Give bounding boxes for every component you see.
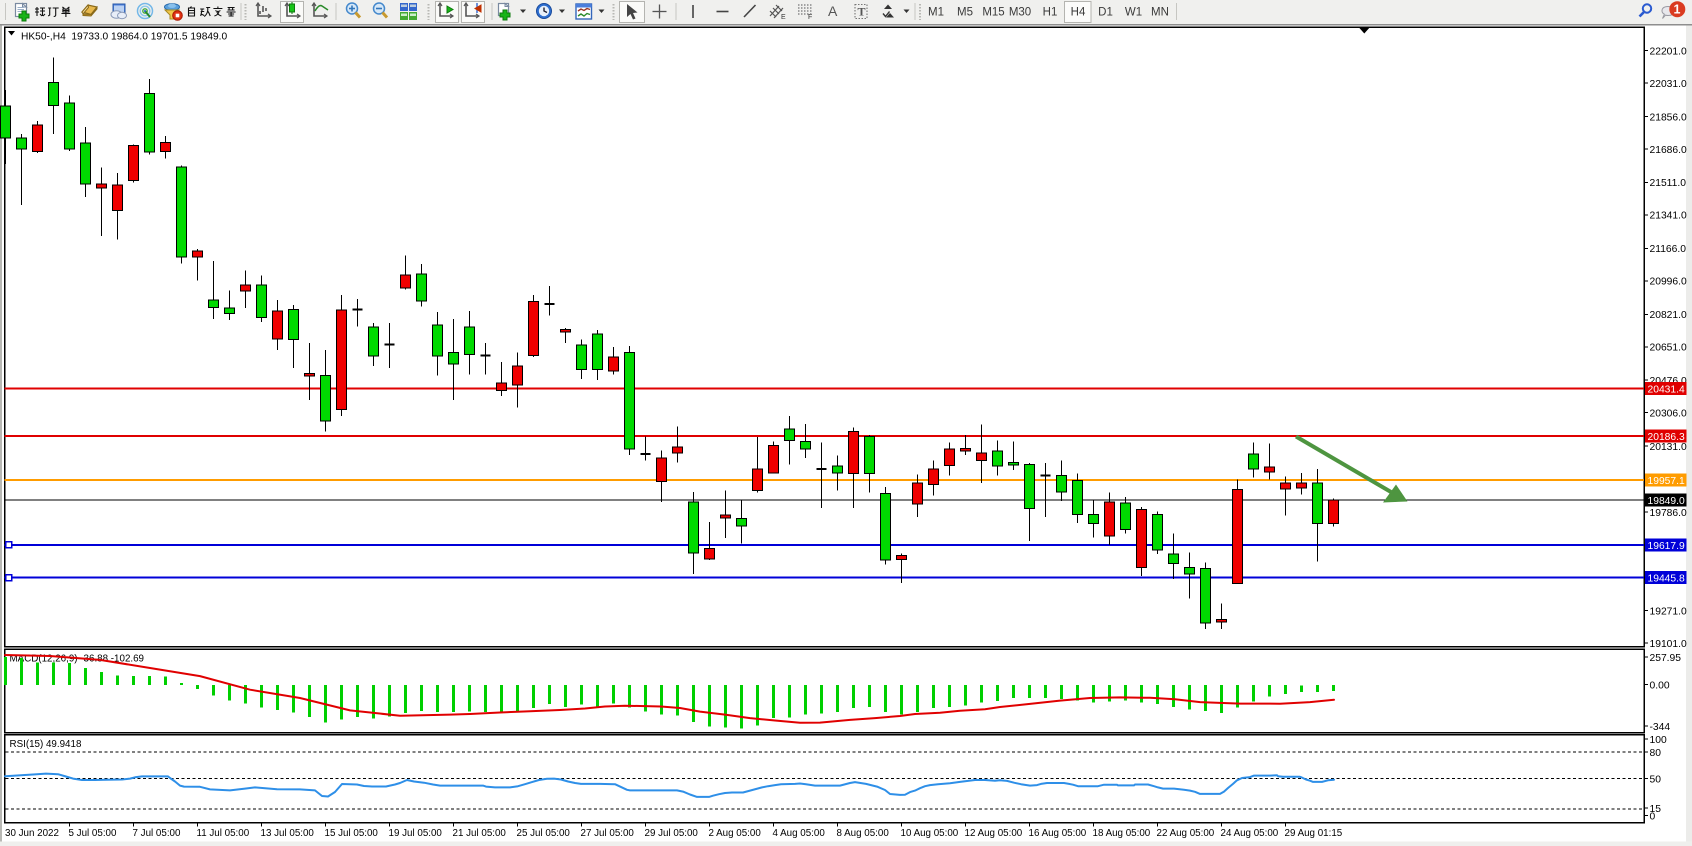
svg-text:100: 100: [1650, 735, 1667, 746]
svg-text:20821.0: 20821.0: [1650, 310, 1687, 321]
svg-text:20186.3: 20186.3: [1648, 432, 1685, 443]
svg-text:D1: D1: [1098, 7, 1113, 19]
svg-text:21686.0: 21686.0: [1650, 145, 1687, 156]
svg-text:19271.0: 19271.0: [1650, 606, 1687, 617]
svg-text:21341.0: 21341.0: [1650, 211, 1687, 222]
svg-text:21166.0: 21166.0: [1650, 244, 1687, 255]
svg-text:11 Jul 05:00: 11 Jul 05:00: [197, 828, 250, 839]
svg-text:12 Aug 05:00: 12 Aug 05:00: [965, 828, 1023, 839]
svg-text:M15: M15: [982, 7, 1004, 19]
svg-text:13 Jul 05:00: 13 Jul 05:00: [261, 828, 315, 839]
svg-text:29 Jul 05:00: 29 Jul 05:00: [645, 828, 699, 839]
svg-text:20996.0: 20996.0: [1650, 277, 1687, 288]
svg-text:21511.0: 21511.0: [1650, 178, 1687, 189]
svg-text:50: 50: [1650, 774, 1662, 785]
svg-text:T: T: [858, 5, 866, 19]
svg-text:20306.0: 20306.0: [1650, 409, 1687, 420]
svg-text:4 Aug 05:00: 4 Aug 05:00: [773, 828, 826, 839]
svg-text:1: 1: [1674, 3, 1681, 17]
svg-text:20651.0: 20651.0: [1650, 343, 1687, 354]
svg-text:25 Jul 05:00: 25 Jul 05:00: [517, 828, 571, 839]
svg-text:10 Aug 05:00: 10 Aug 05:00: [901, 828, 959, 839]
svg-text:M1: M1: [928, 7, 944, 19]
svg-text:0.00: 0.00: [1650, 680, 1670, 691]
svg-text:21 Jul 05:00: 21 Jul 05:00: [453, 828, 507, 839]
svg-text:19957.1: 19957.1: [1648, 476, 1685, 487]
svg-text:20476.0: 20476.0: [1650, 376, 1687, 387]
svg-text:A: A: [828, 3, 838, 19]
svg-text:M5: M5: [957, 7, 973, 19]
svg-text:15 Jul 05:00: 15 Jul 05:00: [325, 828, 379, 839]
svg-text:H4: H4: [1071, 7, 1086, 19]
svg-text:M30: M30: [1009, 7, 1031, 19]
svg-text:19445.8: 19445.8: [1648, 574, 1685, 585]
svg-text:HK50-,H4 19733.0 19864.0 1970: HK50-,H4 19733.0 19864.0 19701.5 19849.0: [21, 32, 228, 43]
svg-text:F: F: [808, 14, 812, 21]
svg-text:29 Aug 01:15: 29 Aug 01:15: [1285, 828, 1343, 839]
svg-text:19101.0: 19101.0: [1650, 639, 1687, 650]
svg-text:18 Aug 05:00: 18 Aug 05:00: [1093, 828, 1151, 839]
svg-text:27 Jul 05:00: 27 Jul 05:00: [581, 828, 635, 839]
svg-text:257.95: 257.95: [1650, 653, 1682, 664]
svg-text:W1: W1: [1125, 7, 1142, 19]
svg-text:MN: MN: [1151, 7, 1169, 19]
svg-text:16 Aug 05:00: 16 Aug 05:00: [1029, 828, 1087, 839]
svg-text:19849.0: 19849.0: [1648, 496, 1685, 507]
svg-text:21856.0: 21856.0: [1650, 112, 1687, 123]
svg-text:8 Aug 05:00: 8 Aug 05:00: [837, 828, 890, 839]
svg-text:20131.0: 20131.0: [1650, 442, 1687, 453]
svg-text:20431.4: 20431.4: [1648, 385, 1685, 396]
svg-text:19 Jul 05:00: 19 Jul 05:00: [389, 828, 443, 839]
svg-text:22 Aug 05:00: 22 Aug 05:00: [1157, 828, 1215, 839]
svg-text:22031.0: 22031.0: [1650, 79, 1687, 90]
svg-text:24 Aug 05:00: 24 Aug 05:00: [1221, 828, 1279, 839]
svg-text:80: 80: [1650, 748, 1662, 759]
svg-text:0: 0: [1650, 811, 1656, 822]
svg-text:19786.0: 19786.0: [1650, 508, 1687, 519]
svg-text:30 Jun 2022: 30 Jun 2022: [5, 828, 59, 839]
svg-text:5 Jul 05:00: 5 Jul 05:00: [69, 828, 117, 839]
svg-text:7 Jul 05:00: 7 Jul 05:00: [133, 828, 181, 839]
svg-text:2 Aug 05:00: 2 Aug 05:00: [709, 828, 762, 839]
svg-text:E: E: [781, 14, 786, 21]
svg-text:22201.0: 22201.0: [1650, 46, 1687, 57]
svg-text:15: 15: [1650, 804, 1662, 815]
svg-text:RSI(15) 49.9418: RSI(15) 49.9418: [10, 739, 82, 750]
svg-text:19617.9: 19617.9: [1648, 541, 1685, 552]
svg-text:-344: -344: [1650, 722, 1671, 733]
svg-text:H1: H1: [1043, 7, 1058, 19]
